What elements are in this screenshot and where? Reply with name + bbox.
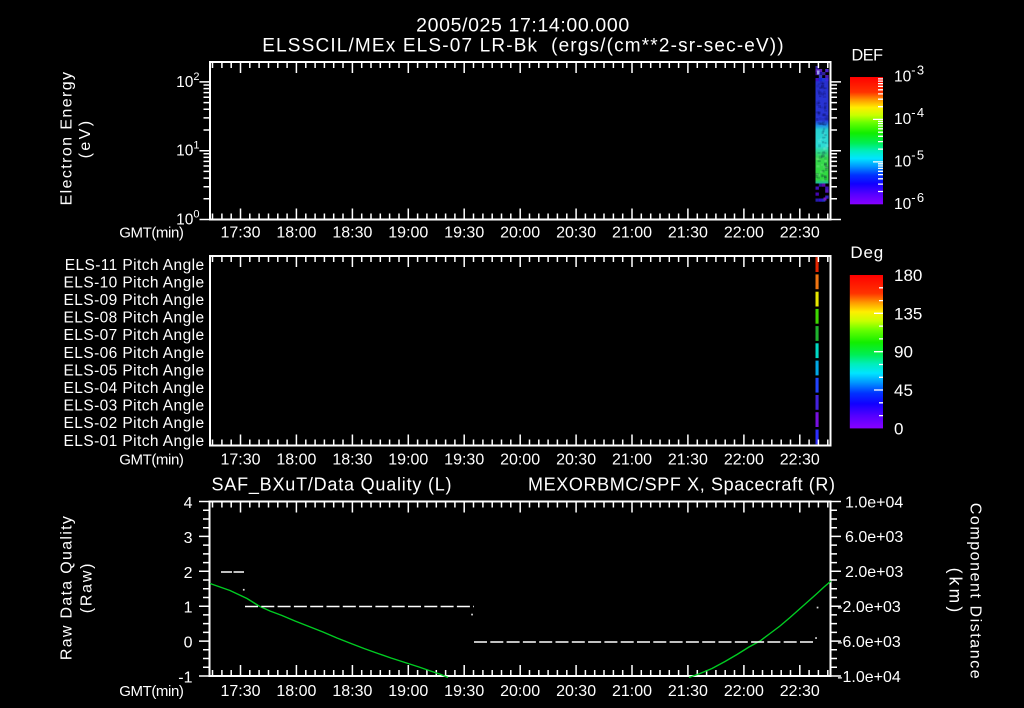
svg-text:18:00: 18:00 bbox=[276, 683, 316, 700]
svg-text:90: 90 bbox=[894, 343, 913, 362]
svg-text:MEXORBMC/SPF X, Spacecraft (R): MEXORBMC/SPF X, Spacecraft (R) bbox=[528, 475, 836, 495]
svg-text:20:30: 20:30 bbox=[556, 452, 596, 469]
svg-text:1.0e+04: 1.0e+04 bbox=[845, 494, 903, 511]
svg-text:20:00: 20:00 bbox=[500, 683, 540, 700]
svg-text:ELS-10 Pitch Angle: ELS-10 Pitch Angle bbox=[64, 274, 205, 291]
svg-text:20:30: 20:30 bbox=[556, 683, 596, 700]
svg-text:-1: -1 bbox=[178, 670, 192, 687]
svg-text:18:30: 18:30 bbox=[332, 225, 372, 242]
svg-text:19:00: 19:00 bbox=[388, 225, 428, 242]
svg-text:3: 3 bbox=[184, 530, 193, 547]
svg-text:21:00: 21:00 bbox=[612, 683, 652, 700]
svg-text:22:00: 22:00 bbox=[724, 683, 764, 700]
svg-text:19:30: 19:30 bbox=[444, 452, 484, 469]
svg-text:135: 135 bbox=[894, 304, 922, 323]
svg-text:GMT(min): GMT(min) bbox=[119, 225, 184, 242]
svg-text:22:30: 22:30 bbox=[780, 225, 820, 242]
svg-text:1: 1 bbox=[184, 600, 193, 617]
svg-text:ELS-07 Pitch Angle: ELS-07 Pitch Angle bbox=[64, 327, 205, 344]
svg-text:2: 2 bbox=[184, 565, 193, 582]
svg-text:180: 180 bbox=[894, 266, 922, 285]
svg-text:GMT(min): GMT(min) bbox=[119, 683, 184, 700]
svg-text:Deg: Deg bbox=[850, 243, 884, 262]
svg-text:45: 45 bbox=[894, 381, 913, 400]
svg-text:22:00: 22:00 bbox=[724, 225, 764, 242]
svg-text:-2.0e+03: -2.0e+03 bbox=[837, 599, 901, 616]
svg-text:21:30: 21:30 bbox=[668, 452, 708, 469]
svg-text:19:00: 19:00 bbox=[388, 452, 428, 469]
svg-text:4: 4 bbox=[184, 495, 193, 512]
svg-text:ELS-04 Pitch Angle: ELS-04 Pitch Angle bbox=[64, 380, 205, 397]
svg-text:19:30: 19:30 bbox=[444, 225, 484, 242]
svg-text:18:30: 18:30 bbox=[332, 683, 372, 700]
svg-text:22:30: 22:30 bbox=[780, 683, 820, 700]
svg-text:21:30: 21:30 bbox=[668, 683, 708, 700]
svg-text:2005/025 17:14:00.000: 2005/025 17:14:00.000 bbox=[416, 15, 630, 37]
svg-text:21:00: 21:00 bbox=[612, 225, 652, 242]
svg-text:0: 0 bbox=[184, 635, 193, 652]
svg-text:2.0e+03: 2.0e+03 bbox=[845, 564, 903, 581]
svg-text:Electron Energy: Electron Energy bbox=[59, 71, 76, 206]
svg-text:-1.0e+04: -1.0e+04 bbox=[837, 669, 901, 686]
svg-text:22:30: 22:30 bbox=[780, 452, 820, 469]
svg-text:17:30: 17:30 bbox=[220, 225, 260, 242]
svg-text:21:30: 21:30 bbox=[668, 225, 708, 242]
svg-text:GMT(min): GMT(min) bbox=[119, 452, 184, 469]
svg-text:-6.0e+03: -6.0e+03 bbox=[837, 634, 901, 651]
svg-text:19:00: 19:00 bbox=[388, 683, 428, 700]
svg-text:ELS-03 Pitch Angle: ELS-03 Pitch Angle bbox=[64, 398, 205, 415]
svg-text:17:30: 17:30 bbox=[220, 452, 260, 469]
svg-text:22:00: 22:00 bbox=[724, 452, 764, 469]
svg-text:6.0e+03: 6.0e+03 bbox=[845, 529, 903, 546]
svg-text:ELS-05 Pitch Angle: ELS-05 Pitch Angle bbox=[64, 362, 205, 379]
svg-text:18:00: 18:00 bbox=[276, 452, 316, 469]
svg-text:(km): (km) bbox=[946, 568, 966, 616]
svg-text:18:00: 18:00 bbox=[276, 225, 316, 242]
svg-text:ELS-06 Pitch Angle: ELS-06 Pitch Angle bbox=[64, 345, 205, 362]
svg-text:17:30: 17:30 bbox=[220, 683, 260, 700]
svg-text:ELS-02 Pitch Angle: ELS-02 Pitch Angle bbox=[64, 415, 205, 432]
svg-text:20:00: 20:00 bbox=[500, 225, 540, 242]
svg-text:ELS-11 Pitch Angle: ELS-11 Pitch Angle bbox=[65, 257, 205, 274]
svg-text:(Raw): (Raw) bbox=[79, 562, 96, 613]
svg-text:20:30: 20:30 bbox=[556, 225, 596, 242]
svg-text:Raw Data Quality: Raw Data Quality bbox=[59, 515, 76, 660]
svg-text:ELS-08 Pitch Angle: ELS-08 Pitch Angle bbox=[64, 310, 205, 327]
svg-text:21:00: 21:00 bbox=[612, 452, 652, 469]
svg-text:SAF_BXuT/Data Quality (L): SAF_BXuT/Data Quality (L) bbox=[212, 475, 453, 496]
svg-text:DEF: DEF bbox=[852, 47, 884, 65]
svg-text:19:30: 19:30 bbox=[444, 683, 484, 700]
svg-text:(eV): (eV) bbox=[77, 119, 94, 159]
svg-text:0: 0 bbox=[894, 419, 903, 438]
svg-text:20:00: 20:00 bbox=[500, 452, 540, 469]
svg-text:ELS-09 Pitch Angle: ELS-09 Pitch Angle bbox=[64, 292, 205, 309]
svg-text:ELSSCIL/MEx ELS-07 LR-Bk (erg: ELSSCIL/MEx ELS-07 LR-Bk (ergs/(cm**2-sr… bbox=[262, 36, 785, 57]
svg-text:Component Distance: Component Distance bbox=[967, 503, 984, 681]
svg-text:18:30: 18:30 bbox=[332, 452, 372, 469]
svg-text:ELS-01 Pitch Angle: ELS-01 Pitch Angle bbox=[64, 433, 205, 450]
